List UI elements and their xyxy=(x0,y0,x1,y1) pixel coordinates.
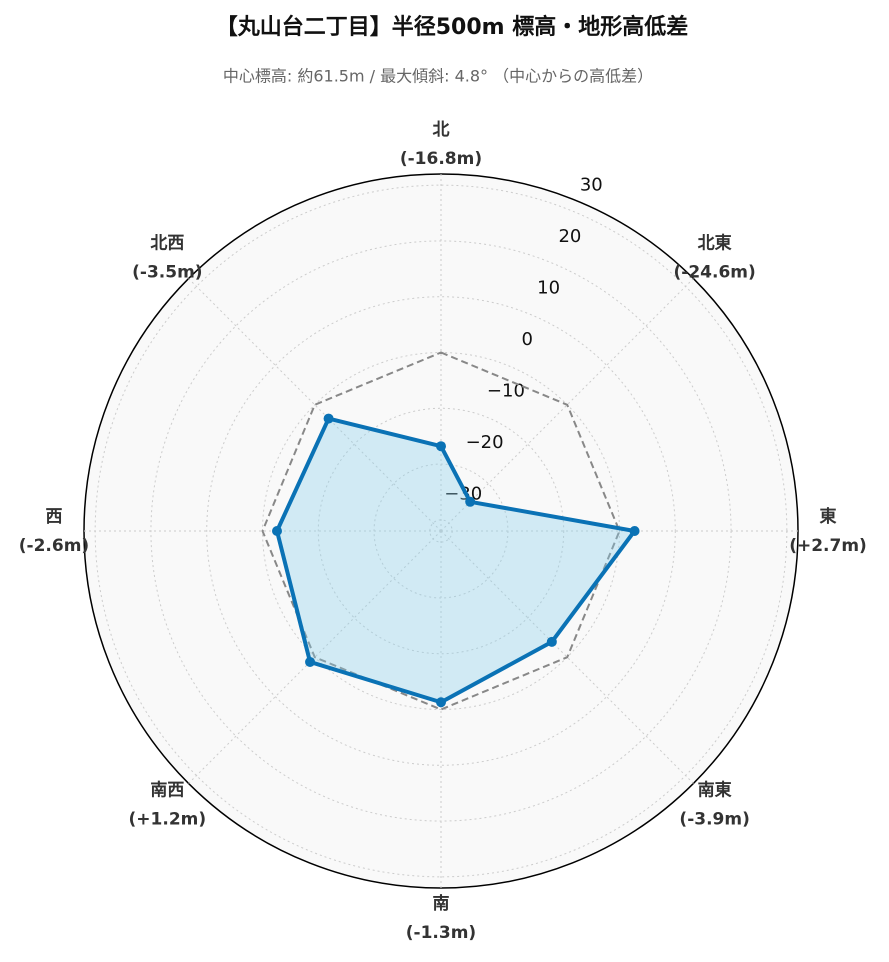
data-point xyxy=(272,526,283,536)
value-label: (-3.9m) xyxy=(679,810,749,830)
value-label: (+1.2m) xyxy=(129,810,207,830)
data-point xyxy=(323,413,334,424)
chart-title: 【丸山台二丁目】半径500m 標高・地形高低差 xyxy=(216,14,689,40)
category-label: 北東 xyxy=(698,232,732,253)
value-label: (-3.5m) xyxy=(132,262,202,282)
r-tick-label: −10 xyxy=(487,381,525,402)
data-point xyxy=(546,636,557,647)
grid-ring xyxy=(373,463,509,599)
data-point xyxy=(305,656,316,667)
chart-subtitle: 中心標高: 約61.5m / 最大傾斜: 4.8° （中心からの高低差） xyxy=(223,67,653,86)
r-tick-label: 30 xyxy=(580,174,603,195)
category-label: 南 xyxy=(433,893,450,914)
category-label: 北西 xyxy=(150,233,184,253)
value-label: (-24.6m) xyxy=(674,262,756,282)
category-label: 東 xyxy=(820,506,837,527)
category-label: 北 xyxy=(433,120,450,140)
data-point xyxy=(436,441,446,452)
value-label: (-16.8m) xyxy=(400,149,482,169)
grid-ring xyxy=(429,519,453,543)
category-label: 西 xyxy=(46,507,63,527)
data-point xyxy=(436,697,446,708)
value-label: (-1.3m) xyxy=(406,923,476,943)
r-tick-label: 20 xyxy=(558,226,581,247)
r-tick-label: 10 xyxy=(537,278,560,299)
data-point xyxy=(465,496,476,507)
grid-ring xyxy=(206,296,676,766)
category-label: 南西 xyxy=(150,780,184,801)
data-point xyxy=(629,526,640,536)
zero-reference xyxy=(261,351,621,711)
r-tick-label: 0 xyxy=(522,329,533,350)
grid-ring xyxy=(150,240,732,822)
value-label: (+2.7m) xyxy=(789,536,867,556)
r-tick-label: −20 xyxy=(466,432,504,453)
grid-ring xyxy=(317,407,565,655)
grid-ring xyxy=(94,184,788,878)
category-label: 南東 xyxy=(698,780,732,801)
value-label: (-2.6m) xyxy=(19,536,89,556)
